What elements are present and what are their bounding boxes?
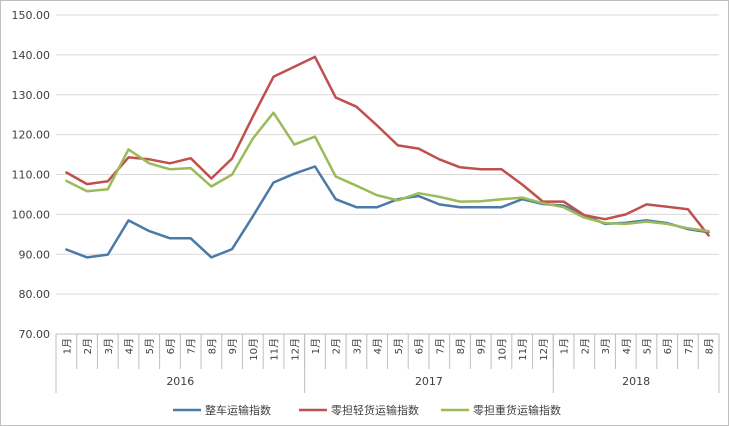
y-tick-label: 70.00 bbox=[19, 328, 51, 341]
x-tick-label: 9月 bbox=[227, 338, 239, 354]
y-tick-label: 120.00 bbox=[12, 129, 51, 142]
year-label: 2017 bbox=[415, 375, 443, 388]
x-tick-label: 1月 bbox=[61, 338, 73, 354]
x-tick-label: 8月 bbox=[704, 338, 716, 354]
y-tick-label: 130.00 bbox=[12, 89, 51, 102]
y-tick-label: 110.00 bbox=[12, 169, 51, 182]
x-tick-label: 7月 bbox=[186, 338, 198, 354]
gridlines bbox=[56, 14, 719, 335]
x-tick-label: 5月 bbox=[393, 338, 405, 354]
year-label: 2018 bbox=[622, 375, 650, 388]
x-tick-label: 11月 bbox=[269, 338, 281, 361]
legend-label: 零担重货运输指数 bbox=[473, 403, 561, 417]
legend: 整车运输指数 零担轻货运输指数 零担重货运输指数 bbox=[173, 403, 561, 417]
series-lines bbox=[65, 55, 710, 259]
x-axis-tick-labels: 1月 2月 3月 4月 5月 6月 7月 8月 9月 10月 11月 12月 1月 2月 3月 4月 5月 6月 7… bbox=[61, 338, 715, 388]
x-tick-label: 7月 bbox=[434, 338, 446, 354]
y-axis-tick-labels: 70.00 80.00 90.00 100.00 110.00 120.00 130.00 1… bbox=[12, 9, 51, 341]
y-tick-label: 140.00 bbox=[12, 49, 51, 62]
x-axis bbox=[55, 333, 720, 393]
y-tick-label: 100.00 bbox=[12, 208, 51, 221]
x-tick-label: 3月 bbox=[103, 338, 115, 354]
x-tick-label: 1月 bbox=[559, 338, 571, 354]
x-tick-label: 12月 bbox=[538, 338, 550, 361]
x-tick-label: 4月 bbox=[124, 338, 136, 354]
x-tick-label: 4月 bbox=[372, 338, 384, 354]
x-tick-label: 4月 bbox=[621, 338, 633, 354]
x-tick-label: 8月 bbox=[455, 338, 467, 354]
x-tick-label: 3月 bbox=[351, 338, 363, 354]
x-tick-label: 7月 bbox=[683, 338, 695, 354]
x-tick-label: 2月 bbox=[579, 338, 591, 354]
year-label: 2016 bbox=[166, 375, 194, 388]
y-tick-label: 80.00 bbox=[19, 288, 51, 301]
x-tick-label: 3月 bbox=[600, 338, 612, 354]
series-line bbox=[65, 111, 710, 233]
x-tick-label: 9月 bbox=[476, 338, 488, 354]
y-tick-label: 90.00 bbox=[19, 248, 51, 261]
legend-label: 整车运输指数 bbox=[205, 403, 271, 417]
x-tick-label: 10月 bbox=[248, 338, 260, 361]
x-tick-label: 11月 bbox=[517, 338, 529, 361]
series-line bbox=[65, 165, 710, 259]
y-tick-label: 150.00 bbox=[12, 9, 51, 22]
x-tick-label: 8月 bbox=[206, 338, 218, 354]
x-tick-label: 5月 bbox=[641, 338, 653, 354]
x-tick-label: 12月 bbox=[289, 338, 301, 361]
x-tick-label: 6月 bbox=[662, 338, 674, 354]
x-tick-label: 1月 bbox=[310, 338, 322, 354]
legend-label: 零担轻货运输指数 bbox=[331, 403, 419, 417]
x-tick-label: 2月 bbox=[82, 338, 94, 354]
x-tick-label: 5月 bbox=[144, 338, 156, 354]
x-tick-label: 2月 bbox=[331, 338, 343, 354]
x-tick-label: 10月 bbox=[496, 338, 508, 361]
x-tick-label: 6月 bbox=[414, 338, 426, 354]
series-line bbox=[65, 55, 710, 237]
x-tick-label: 6月 bbox=[165, 338, 177, 354]
